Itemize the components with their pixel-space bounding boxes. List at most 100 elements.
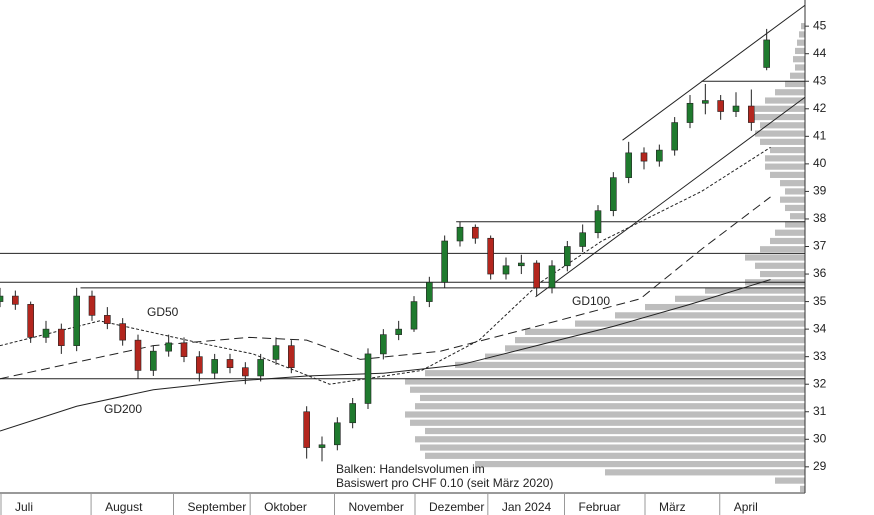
candle-body [196, 356, 203, 374]
volume-bar [760, 270, 805, 278]
volume-bar [780, 196, 805, 203]
volume-bar [605, 469, 805, 476]
volume-bar [485, 353, 805, 360]
y-tick-label: 39 [813, 184, 827, 198]
volume-bar [775, 89, 805, 96]
candle-body [0, 295, 4, 302]
volume-bar [797, 39, 805, 46]
candle-body [257, 359, 264, 377]
y-tick-label: 42 [813, 101, 827, 115]
candle-body [242, 367, 249, 377]
volume-bar [770, 171, 805, 178]
volume-bar [705, 287, 805, 294]
volume-bar [425, 370, 805, 377]
candle-body [364, 353, 372, 404]
candle-body [180, 342, 188, 357]
candle-body [272, 345, 280, 360]
y-tick-label: 41 [813, 129, 827, 143]
y-tick-label: 32 [813, 376, 827, 390]
y-tick-label: 43 [813, 73, 827, 87]
candle-body [211, 359, 218, 374]
moving-average [0, 146, 771, 385]
y-tick-label: 29 [813, 459, 827, 473]
volume-bar [755, 262, 805, 269]
x-tick-label: September [188, 500, 247, 514]
volume-bar [760, 246, 805, 253]
volume-bar [425, 427, 805, 435]
volume-bar [770, 147, 805, 154]
volume-bar [515, 337, 805, 344]
moving-average [0, 196, 771, 380]
volume-bar [775, 477, 805, 484]
candle-body [640, 152, 648, 162]
y-tick-label: 35 [813, 294, 827, 308]
candle-body [717, 100, 724, 112]
volume-bar [785, 80, 805, 88]
candle-body [732, 105, 740, 112]
volume-bar [760, 122, 805, 129]
x-tick-label: Oktober [264, 500, 307, 514]
candle-body [548, 265, 556, 289]
y-tick-label: 33 [813, 349, 827, 363]
candle-body [318, 444, 326, 448]
volume-bar [525, 328, 805, 335]
candle-body [165, 342, 172, 352]
candle-body [656, 149, 663, 162]
y-tick-label: 45 [813, 18, 827, 32]
candle-body [150, 350, 157, 371]
ma-label: GD200 [104, 402, 142, 416]
candle-body [502, 265, 510, 275]
candle-body [518, 262, 525, 267]
volume-bar [790, 72, 805, 79]
x-tick-label: November [349, 500, 404, 514]
candle-body [472, 226, 479, 239]
candle-body [27, 304, 34, 338]
x-tick-label: Dezember [429, 500, 484, 514]
volume-bar [800, 485, 805, 492]
candle-body [334, 422, 341, 446]
ma-label: GD50 [147, 305, 179, 319]
volume-bar [425, 452, 805, 459]
volume-bar [790, 213, 805, 220]
volume-bar [795, 64, 805, 71]
candle-body [410, 301, 418, 330]
candle-body [104, 315, 111, 324]
candle-body [288, 345, 295, 368]
volume-bar [615, 312, 805, 319]
candle-body [42, 328, 50, 338]
moving-average [0, 279, 771, 432]
candle-body [702, 100, 709, 104]
volume-bar [415, 403, 805, 410]
annotation: Basiswert pro CHF 0.10 (seit März 2020) [336, 476, 553, 490]
ma-label: GD100 [572, 294, 610, 308]
volume-bar [760, 138, 805, 145]
candle-body [564, 246, 571, 267]
trend-line [535, 96, 806, 298]
volume-bar [765, 97, 805, 104]
candle-body [748, 105, 755, 123]
candle-body [426, 282, 433, 302]
y-tick-label: 34 [813, 321, 827, 335]
volume-bar [780, 180, 805, 187]
y-tick-label: 37 [813, 239, 827, 253]
volume-bar [765, 163, 805, 170]
volume-bar [575, 320, 805, 327]
y-tick-label: 38 [813, 211, 827, 225]
volume-bar [799, 31, 805, 38]
volume-bar [405, 411, 805, 418]
x-tick-label: Juli [15, 500, 33, 514]
candle-body [594, 210, 602, 234]
candle-body [303, 411, 310, 448]
y-tick-label: 31 [813, 404, 827, 418]
volume-bar [505, 345, 805, 352]
candle-body [487, 237, 494, 275]
volume-bar [420, 394, 805, 402]
candle-body [441, 240, 448, 283]
candle-body [12, 295, 19, 305]
volume-bar [795, 47, 805, 55]
x-tick-label: Februar [579, 500, 621, 514]
candle-body [686, 102, 694, 123]
candle-body [349, 403, 356, 424]
candle-body [119, 323, 126, 341]
